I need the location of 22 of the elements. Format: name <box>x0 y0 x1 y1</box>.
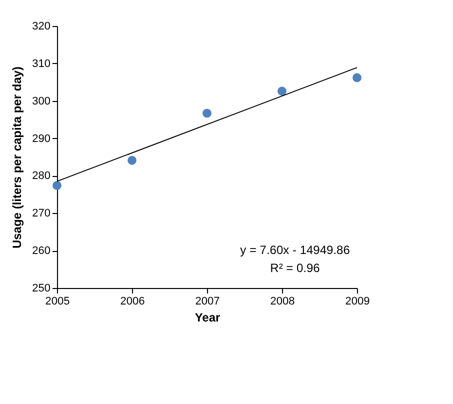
x-tick-label: 2009 <box>345 296 370 308</box>
annotation: y = 7.60x - 14949.86 <box>240 243 350 257</box>
x-tick-label: 2005 <box>45 296 70 308</box>
annotation: R² = 0.96 <box>270 261 320 275</box>
x-tick-label: 2007 <box>195 296 220 308</box>
y-axis-title: Usage (liters per capita per day) <box>10 66 24 249</box>
y-tick-label: 250 <box>32 282 50 294</box>
y-tick-label: 270 <box>32 208 50 220</box>
point <box>52 180 62 190</box>
y-tick-label: 260 <box>32 245 50 258</box>
y-tick-label: 310 <box>32 58 50 70</box>
point <box>352 73 362 82</box>
y-tick-label: 280 <box>32 170 50 182</box>
y-tick-label: 290 <box>32 132 50 145</box>
x-axis-title: Year <box>194 310 221 324</box>
point <box>128 156 136 165</box>
x-tick-label: 2008 <box>270 296 295 308</box>
x-tick-label: 2006 <box>120 296 145 308</box>
y-tick-label: 320 <box>32 20 50 32</box>
y-tick-label: 300 <box>32 95 50 108</box>
point <box>278 86 286 96</box>
point <box>202 108 212 118</box>
